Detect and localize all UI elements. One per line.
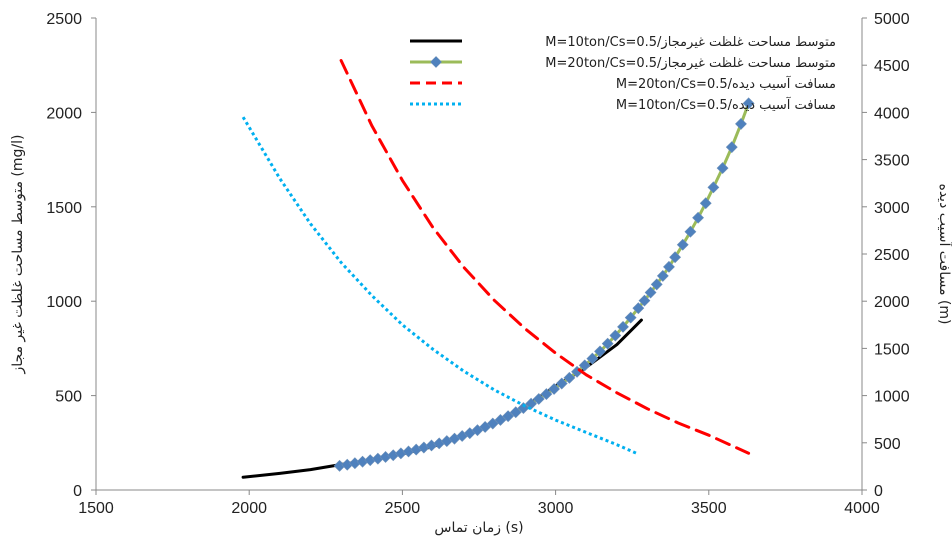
data-point-series-2-28 <box>548 383 560 395</box>
x-tick-label: 3000 <box>538 500 574 517</box>
left-y-axis-title: متوسط مساحت غلظت غیر مجاز (mg/l) <box>10 135 26 375</box>
data-point-series-2-43 <box>656 269 669 282</box>
data-point-series-2-29 <box>555 377 568 390</box>
data-point-series-2-36 <box>609 329 622 342</box>
right-y-tick-label: 2000 <box>874 294 910 311</box>
right-y-tick-label: 3000 <box>874 200 910 217</box>
x-tick-label: 1500 <box>78 500 114 517</box>
left-y-tick-label: 2000 <box>46 105 82 122</box>
data-point-series-2-45 <box>669 251 682 264</box>
legend: M=10ton/Cs=0.5/متوسط مساحت غلظت غیرمجاز M… <box>410 35 836 113</box>
data-point-series-2-32 <box>578 359 591 372</box>
data-point-series-2-legend <box>430 56 442 68</box>
x-tick-label: 3500 <box>691 500 727 517</box>
data-point-series-2-25 <box>525 397 538 410</box>
plot-area <box>241 59 755 479</box>
x-axis-title: زمان تماس (s) <box>434 520 523 536</box>
data-point-series-2-49 <box>699 197 712 210</box>
data-point-series-2-50 <box>707 181 720 194</box>
data-point-series-2-38 <box>624 311 637 324</box>
data-point-series-2-35 <box>601 337 614 350</box>
data-point-series-2-46 <box>676 238 689 251</box>
legend-label-4: M=10ton/Cs=0.5/مسافت آسیب دیده <box>616 96 836 113</box>
data-point-series-2-42 <box>650 278 663 291</box>
right-y-tick-label: 2500 <box>874 247 910 264</box>
right-y-tick-label: 4000 <box>874 105 910 122</box>
data-point-series-2-41 <box>644 286 657 299</box>
x-tick-label: 4000 <box>844 500 880 517</box>
right-y-tick-label: 1000 <box>874 389 910 406</box>
legend-label-1: M=10ton/Cs=0.5/متوسط مساحت غلظت غیرمجاز <box>545 35 836 50</box>
data-point-series-2-34 <box>594 345 606 358</box>
right-y-axis-title: مسافت آسیب دیده (m) <box>936 183 952 324</box>
data-point-series-2-21 <box>494 414 507 426</box>
right-y-tick-label: 500 <box>874 436 901 453</box>
right-y-tick-label: 3500 <box>874 153 910 170</box>
series-line-4 <box>241 116 639 456</box>
legend-label-2: M=20ton/Cs=0.5/متوسط مساحت غلظت غیرمجاز <box>545 56 836 71</box>
data-point-series-2-44 <box>663 260 675 273</box>
right-y-tick-label: 5000 <box>874 11 910 28</box>
left-y-tick-label: 1500 <box>46 200 82 217</box>
right-y-tick-label: 1500 <box>874 341 910 358</box>
legend-label-3: M=20ton/Cs=0.5/مسافت آسیب دیده <box>616 75 836 92</box>
data-point-series-2-48 <box>692 211 705 224</box>
data-point-series-2-47 <box>684 225 697 238</box>
data-point-series-2-54 <box>742 97 755 110</box>
data-point-series-2-51 <box>716 162 729 175</box>
series-line-3 <box>339 59 751 455</box>
series-line-2 <box>338 101 751 468</box>
data-point-series-2-37 <box>617 320 629 333</box>
data-point-series-2-40 <box>638 294 651 307</box>
data-point-series-2-23 <box>509 406 522 419</box>
left-y-tick-label: 0 <box>73 483 82 500</box>
left-y-tick-label: 500 <box>55 389 82 406</box>
x-tick-label: 2000 <box>231 500 267 517</box>
data-point-series-2-33 <box>586 352 599 365</box>
right-y-tick-label: 4500 <box>874 58 910 75</box>
left-y-tick-label: 1000 <box>46 294 82 311</box>
right-y-tick-label: 0 <box>874 483 883 500</box>
data-point-series-2-27 <box>540 388 553 401</box>
tick-labels: 1500 2000 2500 3000 3500 40000500100015002000… <box>46 11 909 517</box>
data-point-series-2-22 <box>502 410 515 423</box>
data-point-series-2-39 <box>632 302 645 315</box>
left-y-tick-label: 2500 <box>46 11 82 28</box>
data-point-series-2-53 <box>735 117 747 130</box>
data-point-series-2-30 <box>563 371 576 384</box>
data-point-series-2-24 <box>517 402 530 414</box>
x-tick-label: 2500 <box>385 500 421 517</box>
data-point-series-2-26 <box>532 393 545 405</box>
data-point-series-2-52 <box>725 141 738 154</box>
series-line-1 <box>241 318 643 479</box>
